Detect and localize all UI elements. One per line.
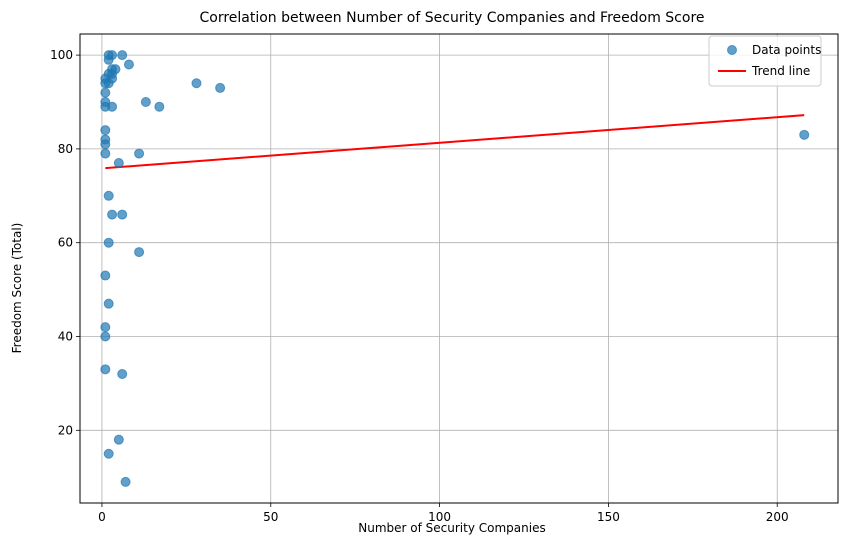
data-point [120,476,131,487]
data-point [100,331,111,342]
data-point [123,59,134,70]
x-tick-label: 50 [263,510,278,524]
x-tick-label: 0 [98,510,106,524]
data-point [107,101,118,112]
legend-marker-data-points [727,45,737,55]
data-point [100,139,111,150]
data-point [113,157,124,168]
x-tick-label: 100 [428,510,451,524]
legend-box [708,35,822,87]
data-point [103,298,114,309]
data-point [103,190,114,201]
data-point [117,369,128,380]
data-point [113,434,124,445]
y-tick-label: 60 [58,236,73,250]
data-point [100,148,111,159]
data-point [103,54,114,65]
data-points-layer [100,50,810,487]
y-tick-label: 100 [50,48,73,62]
data-point [215,82,226,93]
plot-area-frame [79,33,839,504]
y-tick-label: 80 [58,142,73,156]
x-tick-label: 150 [597,510,620,524]
y-axis-label: Freedom Score (Total) [10,223,24,354]
legend: Data points Trend line [708,35,822,87]
data-point [154,101,165,112]
data-point [140,97,151,108]
data-point [103,237,114,248]
y-axis-ticks: 20 40 60 80 100 [50,48,80,437]
data-point [100,364,111,375]
data-point [117,50,128,61]
data-point [191,78,202,89]
trend-line-layer [105,114,805,170]
x-axis-label: Number of Security Companies [358,521,545,535]
data-point [134,247,145,258]
data-point [100,270,111,281]
y-tick-label: 40 [58,330,73,344]
trend-line [105,114,805,170]
legend-label-trend-line: Trend line [751,64,810,78]
data-point [100,322,111,333]
x-tick-label: 200 [766,510,789,524]
data-point [107,209,118,220]
data-point [103,78,114,89]
x-axis-ticks: 0 50 100 150 200 [98,503,789,524]
data-point [100,125,111,136]
legend-label-data-points: Data points [752,43,821,57]
data-point [117,209,128,220]
data-point [799,129,810,140]
chart-title: Correlation between Number of Security C… [199,10,704,26]
data-point [103,448,114,459]
data-point [100,87,111,98]
y-tick-label: 20 [58,423,73,437]
data-point [134,148,145,159]
